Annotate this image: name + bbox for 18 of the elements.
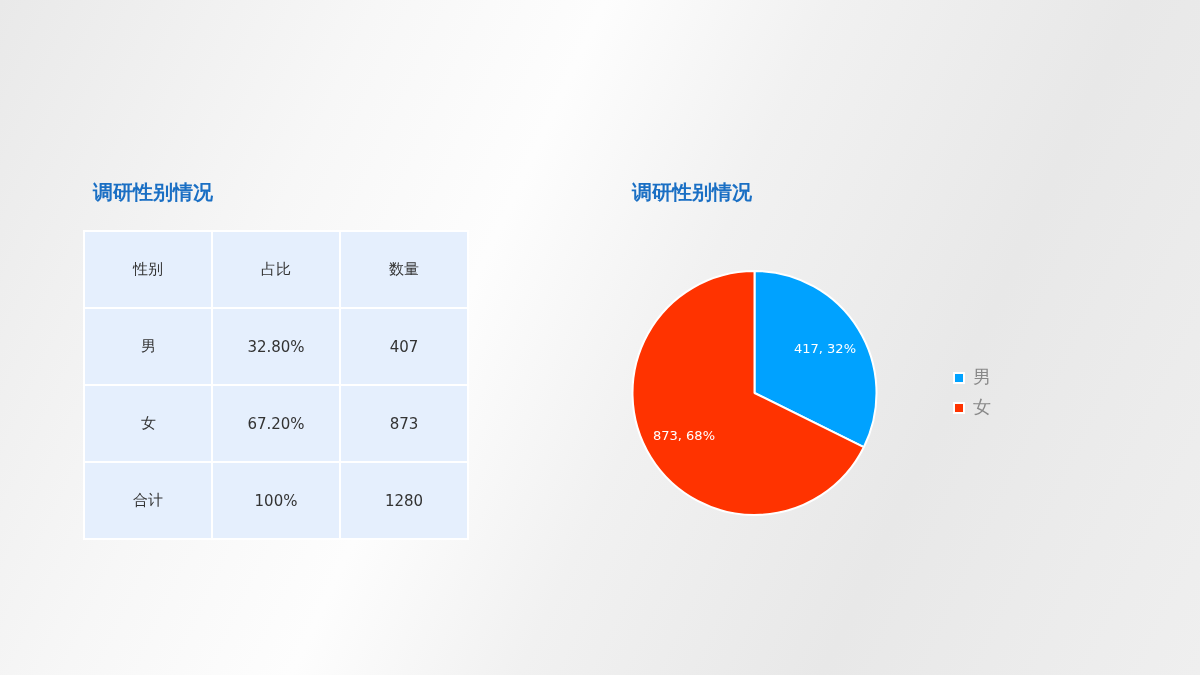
series-label: 占比: [212, 231, 340, 308]
series-label: 数量: [340, 231, 468, 308]
text: 性别: [84, 231, 212, 308]
data-label: 32.80%: [212, 308, 340, 385]
data-label: 407: [340, 308, 468, 385]
category-label: 女: [84, 385, 212, 462]
data-label: 67.20%: [212, 385, 340, 462]
category-label: 合计: [84, 462, 212, 539]
data-label: 873, 68%: [653, 428, 715, 444]
legend-label: 男: [973, 365, 991, 387]
text: 调研性别情况: [93, 180, 213, 204]
data-label: 100%: [212, 462, 340, 539]
chart-title: 调研性别情况: [632, 180, 752, 204]
data-label: 1280: [340, 462, 468, 539]
data-label: 873: [340, 385, 468, 462]
data-label: 417, 32%: [794, 340, 856, 356]
category-label: 男: [84, 308, 212, 385]
legend-label: 女: [973, 395, 991, 417]
